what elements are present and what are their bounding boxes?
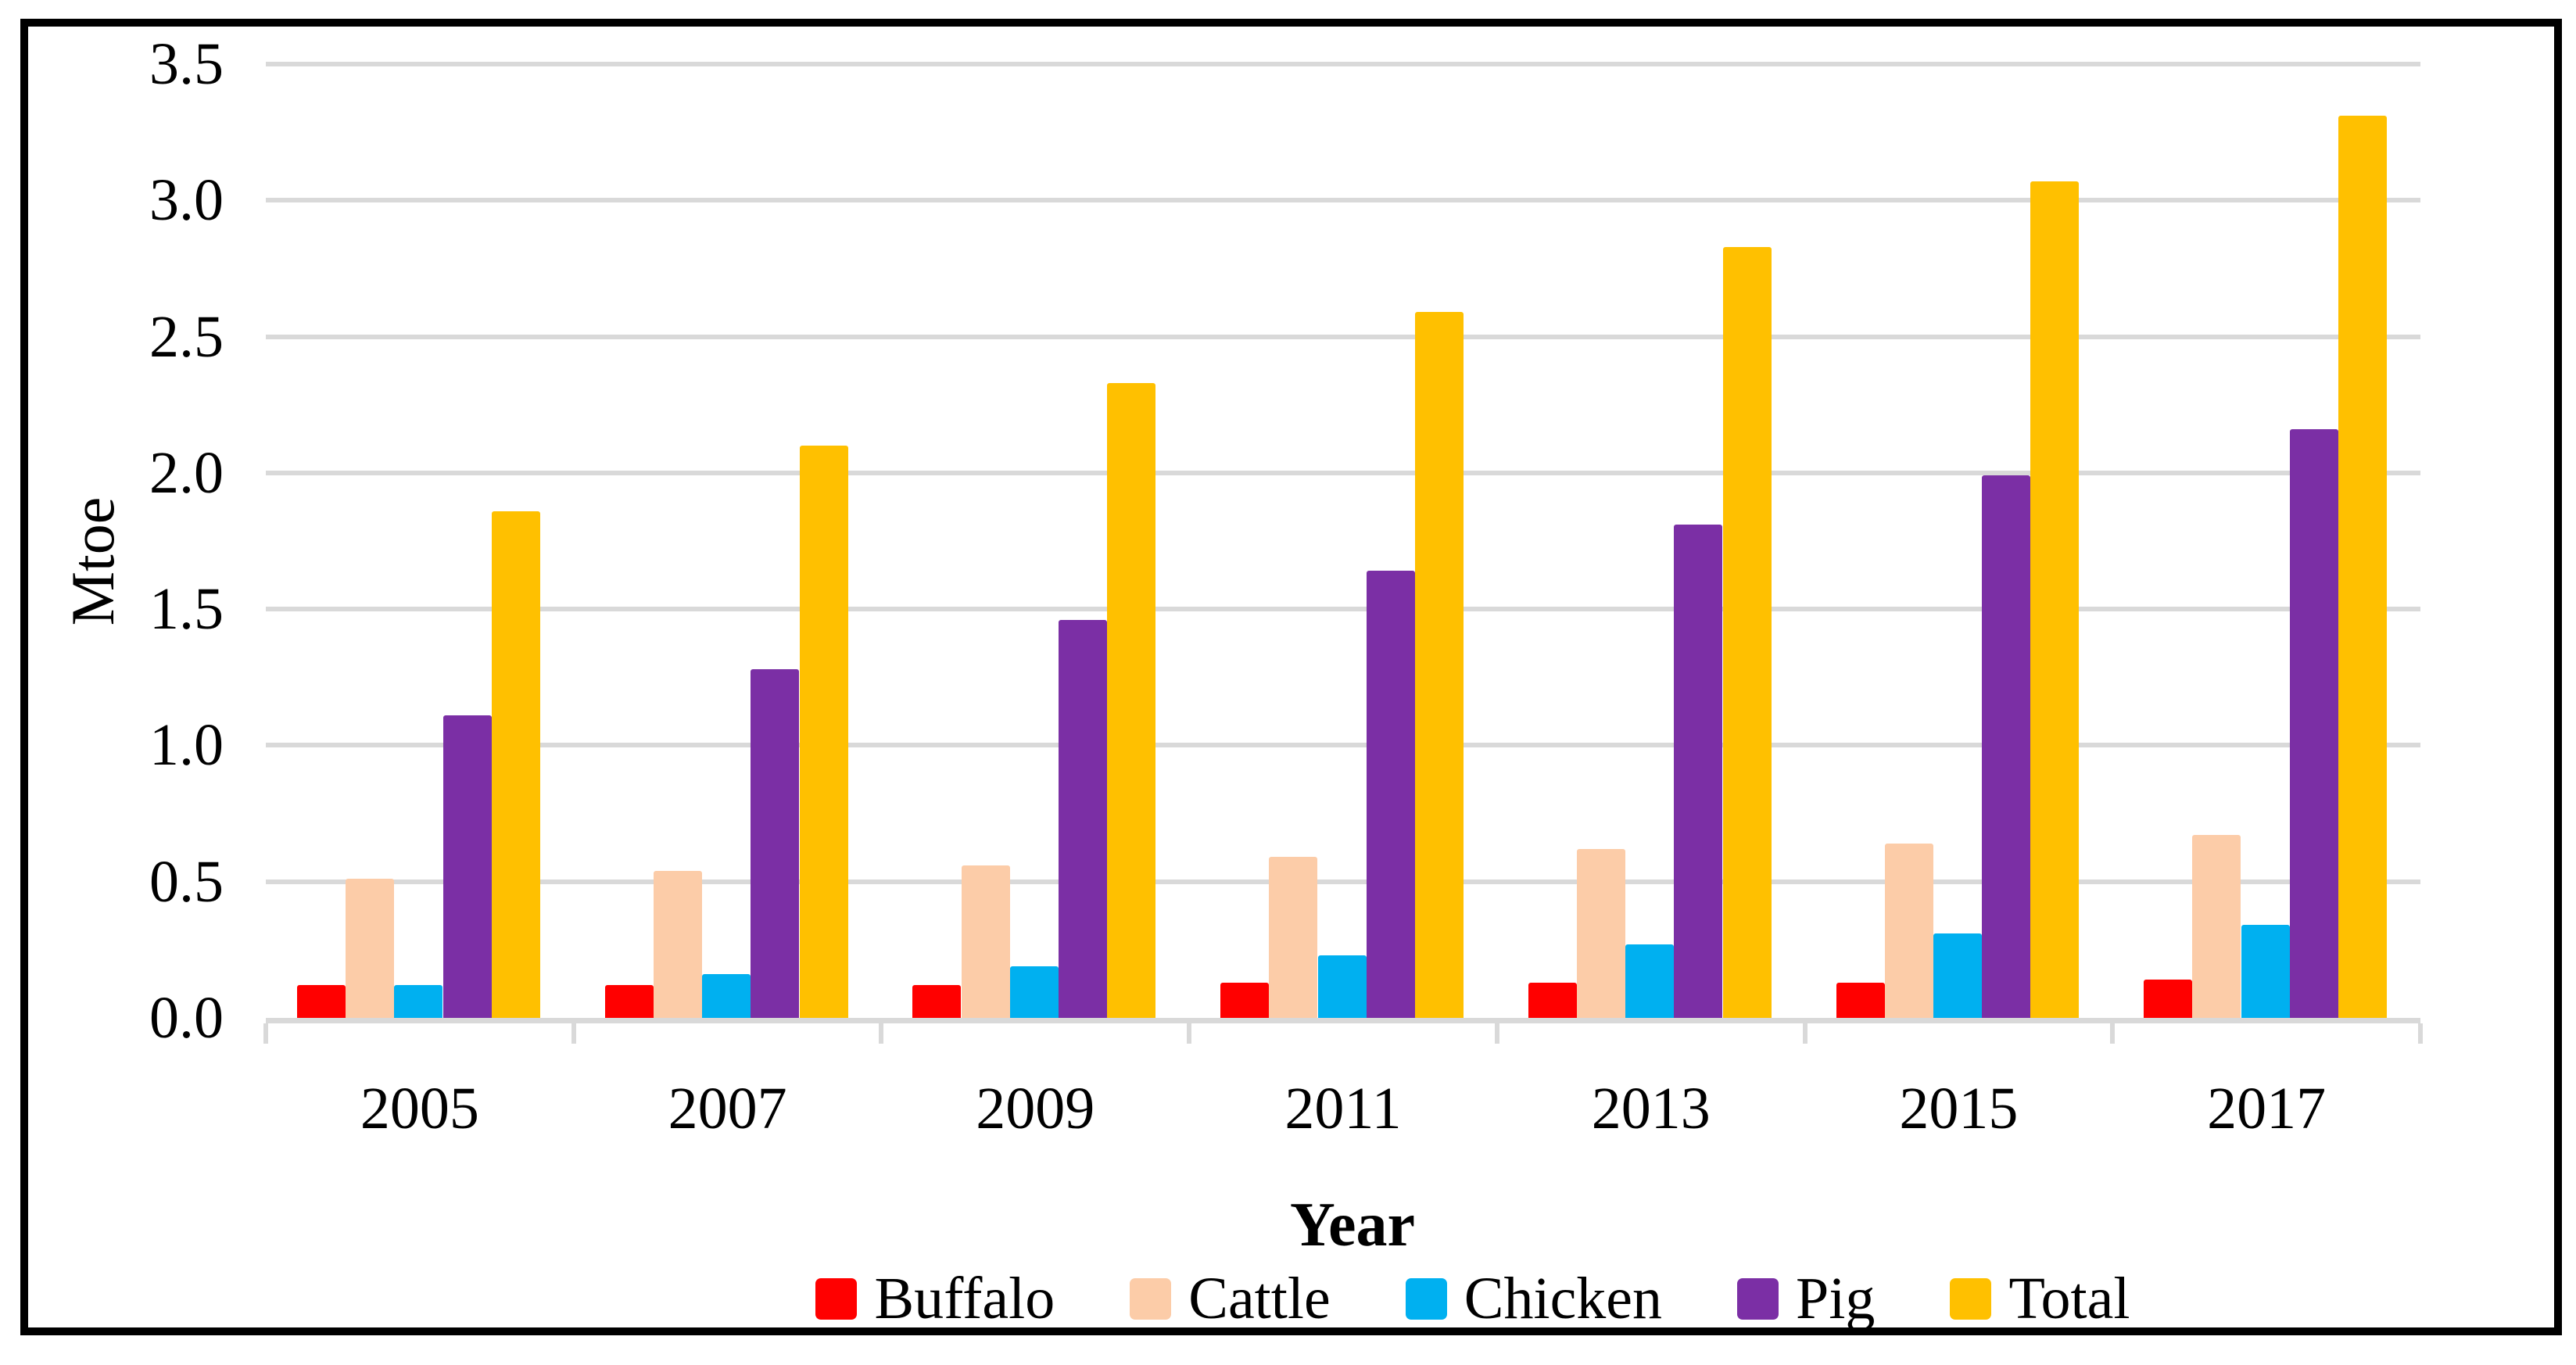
gridline: [266, 879, 2420, 884]
x-tick-label: 2005: [360, 1076, 479, 1141]
bar-pig-2011: [1366, 571, 1415, 1018]
legend-swatch-cattle: [1130, 1277, 1172, 1320]
y-tick-label: 2.5: [149, 303, 224, 370]
x-tick-label: 2007: [668, 1076, 787, 1141]
gridline: [266, 470, 2420, 475]
bar-cattle-2015: [1884, 843, 1933, 1018]
legend-swatch-chicken: [1405, 1277, 1447, 1320]
bar-buffalo-2013: [1528, 982, 1577, 1018]
y-tick-label: 3.0: [149, 167, 224, 234]
bar-chicken-2017: [2241, 925, 2290, 1018]
bar-cattle-2011: [1269, 857, 1318, 1018]
y-tick-label: 1.5: [149, 576, 224, 643]
bar-chicken-2005: [394, 985, 443, 1018]
legend-swatch-pig: [1737, 1277, 1779, 1320]
bar-chicken-2009: [1009, 966, 1059, 1018]
bar-pig-2013: [1674, 525, 1723, 1018]
legend-item-cattle: Cattle: [1130, 1266, 1331, 1331]
bar-total-2015: [2030, 181, 2080, 1018]
axis-tick: [571, 1023, 576, 1044]
bar-buffalo-2011: [1220, 982, 1270, 1018]
gridline: [266, 198, 2420, 203]
axis-tick: [2418, 1023, 2423, 1044]
gridline: [266, 607, 2420, 612]
gridline: [266, 743, 2420, 748]
axis-tick: [879, 1023, 884, 1044]
bar-total-2017: [2338, 116, 2388, 1018]
bar-pig-2005: [442, 715, 492, 1018]
bar-pig-2007: [751, 668, 800, 1018]
y-tick-label: 3.5: [149, 31, 224, 97]
axis-tick: [2110, 1023, 2116, 1044]
bar-chicken-2013: [1625, 944, 1675, 1018]
legend-label: Pig: [1796, 1266, 1876, 1331]
axis-tick: [263, 1023, 268, 1044]
bar-total-2009: [1107, 382, 1156, 1018]
bar-cattle-2017: [2192, 835, 2241, 1018]
y-tick-label: 0.5: [149, 848, 224, 915]
x-axis-line: [266, 1018, 2420, 1023]
bar-pig-2009: [1059, 620, 1108, 1018]
y-tick-label: 0.0: [149, 985, 224, 1051]
legend-item-buffalo: Buffalo: [815, 1266, 1055, 1331]
x-axis-title: Year: [1290, 1191, 1415, 1259]
chart-frame: Mtoe Year Buffalo Cattle Chicken Pig Total 3…: [20, 19, 2562, 1335]
bar-buffalo-2005: [297, 985, 346, 1018]
x-tick-label: 2013: [1591, 1076, 1711, 1141]
bar-chicken-2007: [702, 974, 751, 1018]
bar-total-2013: [1722, 246, 1772, 1018]
bar-total-2007: [799, 446, 848, 1018]
bar-cattle-2005: [346, 879, 395, 1018]
bar-chicken-2015: [1933, 933, 1982, 1018]
legend-item-total: Total: [1950, 1266, 2130, 1331]
legend-label: Buffalo: [874, 1266, 1055, 1331]
legend-item-chicken: Chicken: [1405, 1266, 1663, 1331]
axis-tick: [1187, 1023, 1192, 1044]
bar-buffalo-2015: [1836, 982, 1885, 1018]
legend: Buffalo Cattle Chicken Pig Total: [396, 1266, 2550, 1331]
legend-label: Total: [2008, 1266, 2130, 1331]
axis-tick: [1494, 1023, 1499, 1044]
legend-item-pig: Pig: [1737, 1266, 1876, 1331]
y-tick-label: 2.0: [149, 439, 224, 506]
gridline: [266, 62, 2420, 66]
axis-tick: [1802, 1023, 1807, 1044]
legend-label: Cattle: [1188, 1266, 1331, 1331]
bar-buffalo-2017: [2144, 980, 2193, 1018]
bar-total-2011: [1414, 312, 1464, 1018]
bar-cattle-2009: [961, 865, 1010, 1018]
x-tick-label: 2009: [976, 1076, 1095, 1141]
x-tick-label: 2017: [2207, 1076, 2327, 1141]
legend-label: Chicken: [1464, 1266, 1663, 1331]
bar-cattle-2013: [1577, 848, 1626, 1018]
x-tick-label: 2015: [1899, 1076, 2019, 1141]
gridline: [266, 334, 2420, 339]
y-tick-label: 1.0: [149, 712, 224, 779]
bar-pig-2017: [2289, 429, 2338, 1018]
bar-buffalo-2009: [912, 985, 962, 1018]
bar-cattle-2007: [653, 870, 702, 1018]
x-tick-label: 2011: [1284, 1076, 1402, 1141]
bar-chicken-2011: [1317, 955, 1367, 1018]
bar-pig-2015: [1982, 475, 2031, 1018]
legend-swatch-buffalo: [815, 1277, 858, 1320]
legend-swatch-total: [1950, 1277, 1992, 1320]
bar-buffalo-2007: [604, 985, 654, 1018]
bar-total-2005: [491, 511, 540, 1018]
